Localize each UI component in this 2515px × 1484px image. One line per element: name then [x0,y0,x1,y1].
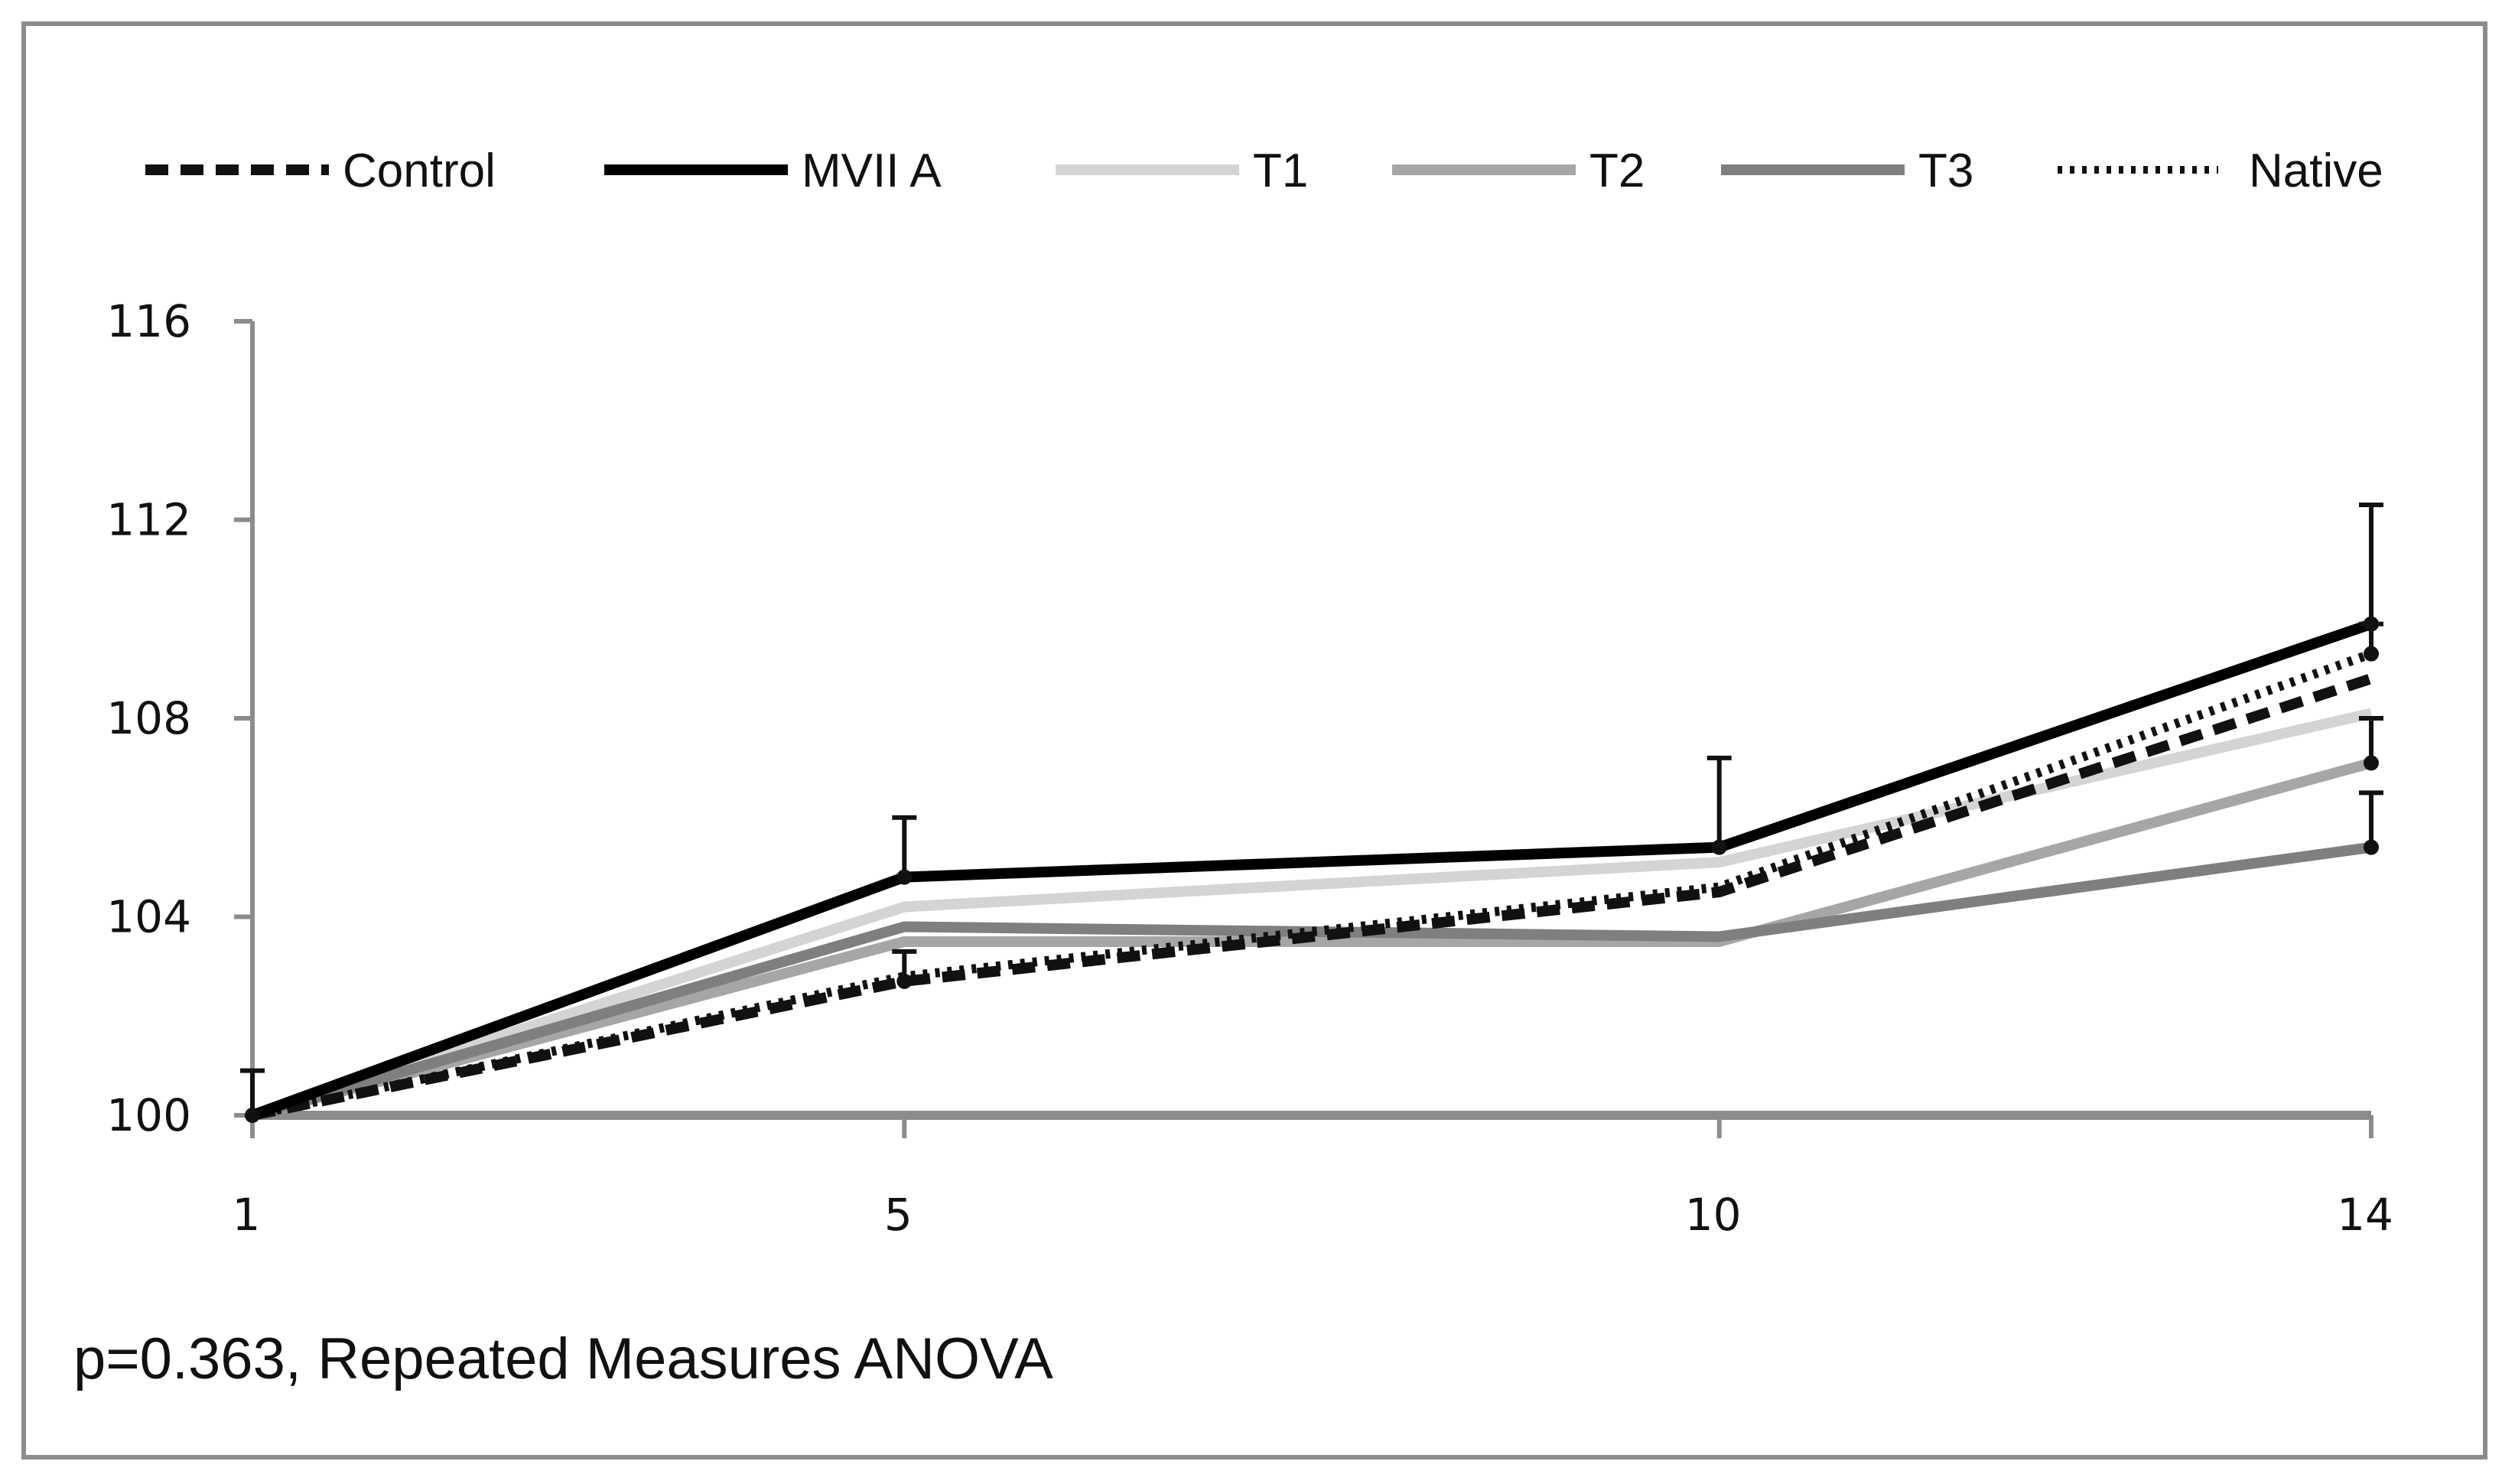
data-point-native [2364,646,2379,662]
axes: 100 104 108 112 116 1 5 10 14 [106,295,2393,1241]
data-point-mvii-a [896,869,913,885]
y-tick-label: 100 [106,1089,191,1141]
series-line-mvii-a [250,619,2373,1121]
x-tick-label: 14 [2337,1189,2393,1241]
data-point-t3 [2364,839,2379,855]
chart-frame [21,21,2487,1460]
legend-label-t3: T3 [1918,145,1973,197]
data-point-control [896,973,913,989]
series-line-control [251,673,2373,1121]
x-tick-label: 10 [1685,1189,1742,1241]
x-tick-label: 5 [884,1189,913,1241]
legend-label-native: Native [2249,145,2383,197]
legend-label-t2: T2 [1589,145,1645,197]
legend: Control MVII A T1 T2 T3 Native [145,145,2383,197]
y-tick-label: 112 [106,494,191,546]
legend-label-t1: T1 [1253,145,1308,197]
error-bars [240,503,2383,1123]
legend-label-control: Control [343,145,496,197]
y-tick-label: 116 [106,295,191,347]
data-point-mvii-a [245,1108,260,1123]
y-tick-label: 104 [106,891,191,943]
legend-label-mvii-a: MVII A [802,145,942,197]
series-line-t1 [250,708,2373,1121]
anova-annotation: p=0.363, Repeated Measures ANOVA [73,1326,1053,1391]
series-group [250,619,2373,1121]
data-point-mvii-a [1711,839,1727,855]
y-tick-label: 108 [106,692,191,744]
x-tick-label: 1 [233,1189,261,1241]
data-point-t2 [2364,755,2379,771]
